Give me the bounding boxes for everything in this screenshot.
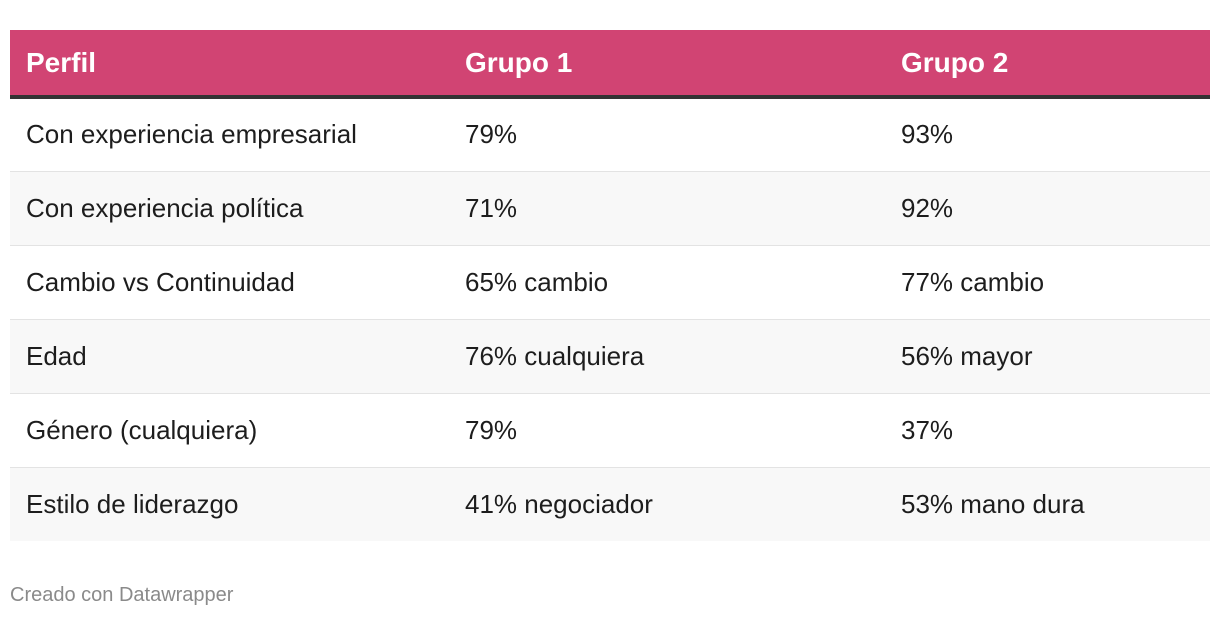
table-cell-grupo-2: 77% cambio xyxy=(885,245,1210,320)
data-table: Perfil Grupo 1 Grupo 2 Con experiencia e… xyxy=(10,30,1210,541)
table-cell-perfil: Edad xyxy=(10,319,449,394)
data-table-container: Perfil Grupo 1 Grupo 2 Con experiencia e… xyxy=(10,30,1210,541)
table-body: Con experiencia empresarial 79% 93% Con … xyxy=(10,97,1210,541)
table-cell-grupo-2: 37% xyxy=(885,393,1210,468)
table-cell-grupo-1: 76% cualquiera xyxy=(449,319,885,394)
table-cell-grupo-2: 92% xyxy=(885,171,1210,246)
table-cell-perfil: Estilo de liderazgo xyxy=(10,467,449,541)
column-header-grupo-2: Grupo 2 xyxy=(885,30,1210,99)
table-cell-perfil: Cambio vs Continuidad xyxy=(10,245,449,320)
table-row: Género (cualquiera) 79% 37% xyxy=(10,393,1210,468)
table-cell-grupo-1: 41% negociador xyxy=(449,467,885,541)
table-cell-grupo-1: 65% cambio xyxy=(449,245,885,320)
datawrapper-credit: Creado con Datawrapper xyxy=(10,584,234,606)
table-row: Edad 76% cualquiera 56% mayor xyxy=(10,319,1210,394)
table-row: Cambio vs Continuidad 65% cambio 77% cam… xyxy=(10,245,1210,320)
table-cell-grupo-1: 71% xyxy=(449,171,885,246)
column-header-perfil: Perfil xyxy=(10,30,449,99)
table-cell-grupo-2: 56% mayor xyxy=(885,319,1210,394)
table-cell-grupo-2: 53% mano dura xyxy=(885,467,1210,541)
table-row: Con experiencia política 71% 92% xyxy=(10,171,1210,246)
table-row: Estilo de liderazgo 41% negociador 53% m… xyxy=(10,467,1210,541)
table-cell-perfil: Con experiencia empresarial xyxy=(10,97,449,172)
table-cell-grupo-1: 79% xyxy=(449,97,885,172)
table-cell-grupo-1: 79% xyxy=(449,393,885,468)
column-header-grupo-1: Grupo 1 xyxy=(449,30,885,99)
table-cell-grupo-2: 93% xyxy=(885,97,1210,172)
table-cell-perfil: Género (cualquiera) xyxy=(10,393,449,468)
table-header: Perfil Grupo 1 Grupo 2 xyxy=(10,30,1210,99)
table-cell-perfil: Con experiencia política xyxy=(10,171,449,246)
table-row: Con experiencia empresarial 79% 93% xyxy=(10,97,1210,172)
table-header-row: Perfil Grupo 1 Grupo 2 xyxy=(10,30,1210,99)
